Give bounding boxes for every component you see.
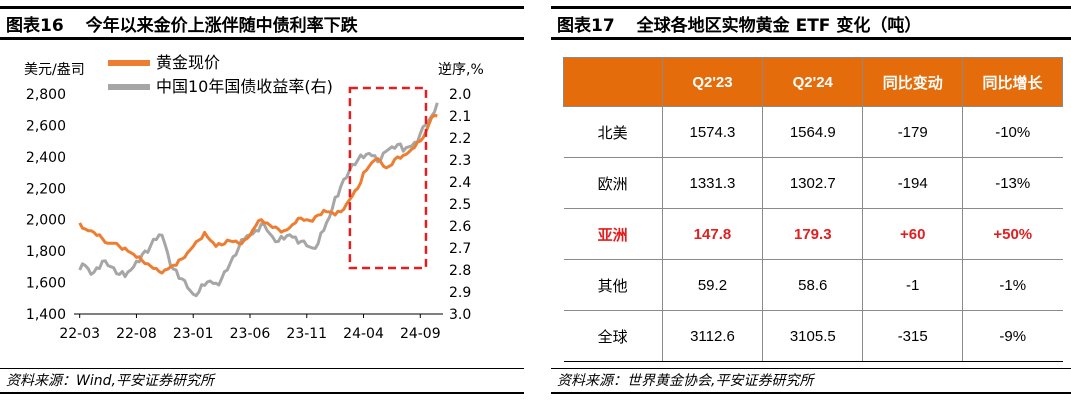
left-figure-title: 今年以来金价上涨伴随中债利率下跌 — [85, 15, 358, 36]
legend-label: 黄金现价 — [156, 53, 220, 72]
left-figure-number: 图表16 — [6, 15, 64, 36]
table-cell: -194 — [862, 157, 963, 209]
table-cell: 北美 — [563, 106, 663, 158]
table-header-cell: 同比增长 — [961, 57, 1064, 107]
right-axis-tick-label: 2.6 — [449, 219, 471, 235]
table-cell: 欧洲 — [563, 157, 663, 209]
table-header-cell: 同比变动 — [862, 57, 963, 107]
x-axis-tick-label: 22-08 — [116, 326, 157, 342]
right-source-note: 资料来源：世界黄金协会,平安证券研究所 — [551, 368, 1071, 394]
table-cell: -1 — [862, 259, 963, 311]
table-cell: 1564.9 — [762, 106, 863, 158]
x-axis-tick-label: 24-09 — [400, 326, 441, 342]
x-axis-tick-label: 24-04 — [343, 326, 384, 342]
right-axis-tick-label: 2.7 — [449, 241, 471, 257]
left-axis-tick-label: 1,800 — [26, 244, 66, 260]
table-cell: 3112.6 — [661, 310, 763, 362]
x-axis-tick-label: 23-11 — [286, 326, 327, 342]
right-axis-tick-label: 2.0 — [449, 87, 471, 103]
table-cell: 1302.7 — [762, 157, 863, 209]
right-axis-tick-label: 2.2 — [449, 131, 471, 147]
left-axis-tick-label: 2,800 — [26, 87, 66, 103]
highlight-dashed-box — [348, 86, 428, 270]
right-figure-number: 图表17 — [557, 15, 615, 36]
gold-yield-chart: 美元/盎司 逆序,% 1,400 1,600 1,800 2,000 2,200 2,40… — [24, 53, 484, 342]
table-cell: 1331.3 — [661, 157, 763, 209]
right-figure-title-bar: 图表17 全球各地区实物黄金 ETF 变化（吨） — [551, 6, 1071, 40]
left-axis-tick-label: 2,200 — [26, 181, 66, 197]
left-source-note: 资料来源：Wind,平安证券研究所 — [0, 368, 524, 394]
table-cell: -179 — [862, 106, 963, 158]
table-cell: 全球 — [563, 310, 663, 362]
right-axis-tick-label: 2.9 — [449, 285, 471, 301]
table-cell: -10% — [961, 106, 1063, 158]
left-axis-tick-label: 1,600 — [26, 276, 66, 292]
left-figure-title-bar: 图表16 今年以来金价上涨伴随中债利率下跌 — [0, 6, 524, 40]
table-header-row: Q2'23 Q2'24 同比变动 同比增长 — [563, 57, 1064, 107]
table-cell: 59.2 — [661, 259, 763, 311]
table-cell: 亚洲 — [563, 208, 663, 260]
left-axis-label: 美元/盎司 — [24, 62, 85, 78]
table-header-cell: Q2'24 — [762, 57, 864, 107]
table-cell: -1% — [961, 259, 1063, 311]
table-cell: 其他 — [563, 259, 663, 311]
table-cell: -9% — [961, 310, 1063, 362]
x-axis-tick-label: 23-01 — [173, 326, 214, 342]
right-axis-tick-label: 2.5 — [449, 197, 471, 213]
right-axis-tick-label: 3.0 — [449, 307, 471, 323]
left-axis-tick-label: 2,000 — [26, 213, 66, 229]
table-row: 其他 59.2 58.6 -1 -1% — [563, 259, 1063, 311]
table-cell: 147.8 — [661, 208, 763, 260]
table-row: 北美 1574.3 1564.9 -179 -10% — [563, 106, 1063, 158]
right-axis-tick-label: 2.3 — [449, 153, 471, 169]
right-figure-panel: 图表17 全球各地区实物黄金 ETF 变化（吨） Q2'23 Q2'24 同比变… — [551, 0, 1071, 405]
right-axis-tick-label: 2.1 — [449, 109, 471, 125]
table-row-highlight: 亚洲 147.8 179.3 +60 +50% — [563, 208, 1063, 260]
legend-label: 中国10年国债收益率(右) — [156, 77, 333, 96]
table-header-cell: Q2'23 — [661, 57, 764, 107]
left-axis-tick-label: 1,400 — [26, 307, 66, 323]
etf-change-table: Q2'23 Q2'24 同比变动 同比增长 北美 1574.3 1564.9 -… — [563, 57, 1064, 362]
table-cell: +60 — [862, 208, 963, 260]
table-cell: 1574.3 — [661, 106, 763, 158]
gold-price-line — [78, 113, 438, 275]
table-cell: -315 — [862, 310, 963, 362]
table-cell: 58.6 — [762, 259, 863, 311]
right-axis-tick-label: 2.8 — [449, 263, 471, 279]
x-axis-tick-label: 22-03 — [59, 326, 100, 342]
left-axis-tick-label: 2,600 — [26, 118, 66, 134]
right-figure-title: 全球各地区实物黄金 ETF 变化（吨） — [636, 15, 922, 36]
table-cell: +50% — [961, 208, 1063, 260]
left-axis-tick-label: 2,400 — [26, 150, 66, 166]
table-cell: 179.3 — [762, 208, 863, 260]
table-header-cell — [563, 57, 663, 107]
table-row: 全球 3112.6 3105.5 -315 -9% — [563, 310, 1063, 362]
table-cell: 3105.5 — [762, 310, 863, 362]
right-axis-tick-label: 2.4 — [449, 175, 471, 191]
left-figure-panel: 图表16 今年以来金价上涨伴随中债利率下跌 美元/盎司 逆序,% 1,400 1,… — [0, 0, 524, 405]
table-row: 欧洲 1331.3 1302.7 -194 -13% — [563, 157, 1063, 209]
cn-10y-yield-line — [78, 102, 439, 298]
table-cell: -13% — [961, 157, 1063, 209]
x-axis-tick-label: 23-06 — [230, 326, 271, 342]
right-axis-label: 逆序,% — [438, 62, 484, 78]
